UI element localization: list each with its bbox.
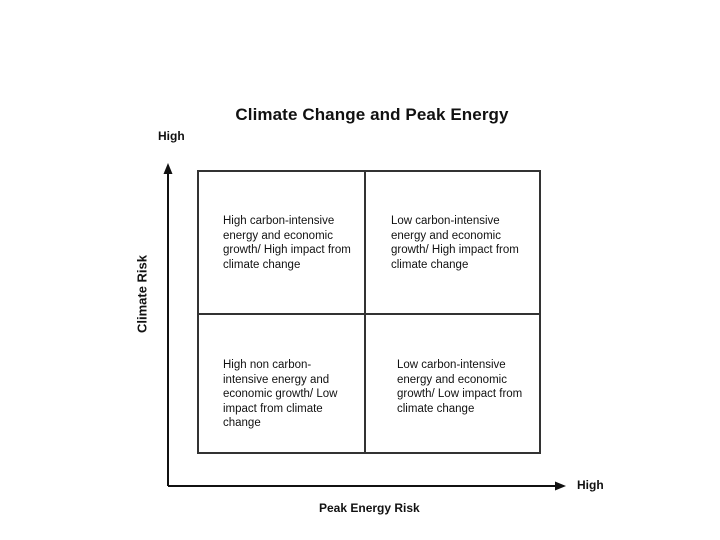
y-axis-title: Climate Risk xyxy=(134,254,150,334)
quadrant-bottom-right-text: Low carbon-intensive energy and economic… xyxy=(397,359,523,415)
horizontal-divider xyxy=(199,313,539,315)
x-axis-arrowhead xyxy=(555,481,566,491)
quadrant-grid: High carbon-intensive energy and economi… xyxy=(197,170,541,454)
quadrant-bottom-left-text: High non carbon-intensive energy and eco… xyxy=(223,359,338,429)
vertical-divider xyxy=(364,172,366,452)
quadrant-top-left-text: High carbon-intensive energy and economi… xyxy=(223,215,351,271)
quadrant-top-right-text: Low carbon-intensive energy and economic… xyxy=(391,215,519,271)
y-axis-arrowhead xyxy=(163,163,173,174)
diagram-title: Climate Change and Peak Energy xyxy=(235,105,509,124)
x-axis-title: Peak Energy Risk xyxy=(319,501,420,515)
x-axis-high-label: High xyxy=(577,478,604,492)
y-axis-high-label: High xyxy=(158,129,185,143)
